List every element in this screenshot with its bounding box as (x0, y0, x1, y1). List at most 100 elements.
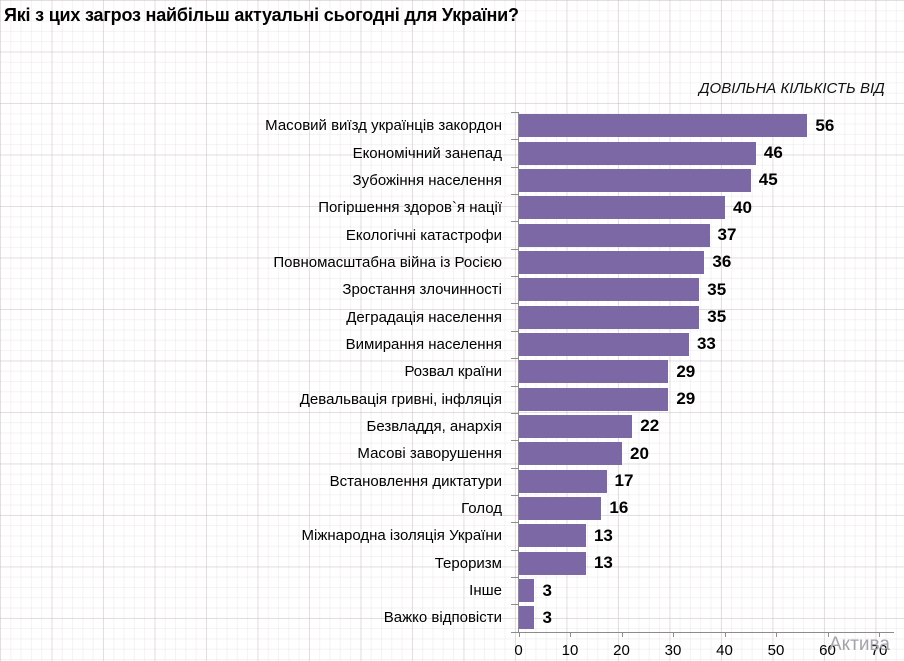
y-axis-tick (510, 112, 518, 113)
bar-row: Розвал країни 29 (0, 358, 904, 385)
bar (519, 496, 602, 520)
value-label: 37 (717, 225, 737, 245)
bar-area: 46 (510, 141, 904, 165)
bar-row: Інше 3 (0, 577, 904, 604)
y-axis-tick (510, 330, 518, 332)
x-axis-tick (879, 631, 880, 637)
value-label: 33 (696, 334, 716, 354)
y-axis-tick (510, 221, 518, 223)
x-tick-label: 70 (870, 641, 888, 659)
bar (519, 332, 689, 356)
y-axis-tick (510, 248, 518, 250)
bar (519, 442, 622, 466)
x-axis-line (517, 631, 894, 633)
bar-row: Масовий виїзд українців закордон 56 (0, 112, 904, 139)
value-label: 13 (593, 553, 613, 573)
y-axis-tick (510, 303, 518, 305)
category-label: Інше (469, 582, 502, 600)
y-axis-tick (510, 467, 518, 469)
bar (519, 141, 756, 165)
value-label: 3 (542, 580, 552, 600)
x-axis-tick (673, 631, 674, 637)
x-tick-label: 10 (561, 641, 579, 659)
category-label: Голод (461, 499, 502, 517)
bar-area: 13 (510, 524, 904, 548)
bar-row: Погіршення здоров`я нації 40 (0, 194, 904, 221)
category-label: Девальвація гривні, інфляція (299, 390, 502, 408)
bar-row: Важко відповісти 3 (0, 604, 904, 631)
category-label: Зубожіння населення (352, 171, 502, 189)
category-label: Погіршення здоров`я нації (318, 199, 502, 217)
bar-area: 29 (510, 387, 904, 411)
x-axis-tick (724, 631, 726, 637)
x-axis-tick (621, 631, 623, 637)
bar-area: 13 (510, 551, 904, 575)
value-label: 56 (815, 115, 835, 135)
bar (519, 524, 586, 548)
bar-area: 22 (510, 414, 904, 438)
y-axis-tick (510, 139, 518, 141)
bar (519, 114, 808, 138)
bar (519, 278, 700, 302)
bar-row: Девальвація гривні, інфляція 29 (0, 385, 904, 412)
x-tick-label: 40 (716, 641, 733, 659)
y-axis-tick (510, 440, 518, 442)
value-label: 29 (676, 361, 696, 381)
y-axis-tick (510, 276, 518, 278)
bar-area: 29 (510, 360, 904, 384)
bar (519, 387, 669, 411)
category-label: Масові заворушення (357, 445, 502, 463)
x-tick-label: 50 (767, 641, 785, 659)
bar-area: 45 (510, 168, 904, 192)
bar-row: Встановлення диктатури 17 (0, 467, 904, 494)
x-tick-label: 60 (819, 641, 836, 659)
y-axis-tick (510, 385, 518, 387)
category-label: Тероризм (434, 554, 502, 572)
category-label: Економічний занепад (352, 144, 502, 162)
bar-area: 3 (510, 606, 904, 630)
bar-area: 35 (510, 278, 904, 302)
y-axis-line (517, 112, 519, 632)
y-axis-tick (510, 522, 518, 524)
category-label: Розвал країни (404, 363, 502, 381)
bar-area: 20 (510, 442, 904, 466)
category-label: Міжнародна ізоляція України (301, 527, 502, 545)
value-label: 35 (707, 279, 727, 299)
category-label: Зростання злочинності (342, 281, 502, 299)
category-label: Важко відповісти (383, 609, 502, 627)
chart-annotation: ДОВІЛЬНА КІЛЬКІСТЬ ВІД (699, 80, 885, 97)
category-label: Масовий виїзд українців закордон (265, 117, 502, 135)
x-tick-label: 20 (613, 641, 630, 659)
bar-row: Зростання злочинності 35 (0, 276, 904, 303)
bar-row: Екологічні катастрофи 37 (0, 221, 904, 248)
bar-area: 36 (510, 250, 904, 274)
bar-row: Безвладдя, анархія 22 (0, 413, 904, 440)
bar (519, 223, 710, 247)
bar-row: Голод 16 (0, 495, 904, 522)
value-label: 16 (609, 498, 629, 518)
bar-rows: Масовий виїзд українців закордон 56 Економ… (0, 112, 904, 632)
bar-row: Економічний занепад 46 (0, 139, 904, 166)
value-label: 29 (676, 389, 696, 409)
bar-row: Зубожіння населення 45 (0, 167, 904, 194)
value-label: 3 (542, 607, 552, 627)
bar-row: Повномасштабна війна із Росією 36 (0, 249, 904, 276)
value-label: 17 (614, 471, 634, 491)
value-label: 36 (712, 252, 732, 272)
y-axis-tick (510, 604, 518, 606)
bar (519, 469, 607, 493)
y-axis-tick (510, 194, 518, 196)
y-axis-tick (510, 494, 518, 496)
category-label: Повномасштабна війна із Росією (273, 253, 502, 271)
value-label: 40 (733, 197, 752, 217)
category-label: Деградація населення (346, 308, 502, 326)
bar-area: 35 (510, 305, 904, 329)
value-label: 20 (630, 443, 649, 463)
value-label: 45 (758, 170, 778, 190)
bar-area: 16 (510, 496, 904, 520)
bar-area: 37 (510, 223, 904, 247)
x-axis-tick (570, 631, 571, 637)
value-label: 46 (763, 143, 783, 163)
y-axis-tick (510, 631, 518, 633)
chart-title: Які з цих загроз найбільш актуальні сьог… (4, 5, 519, 25)
